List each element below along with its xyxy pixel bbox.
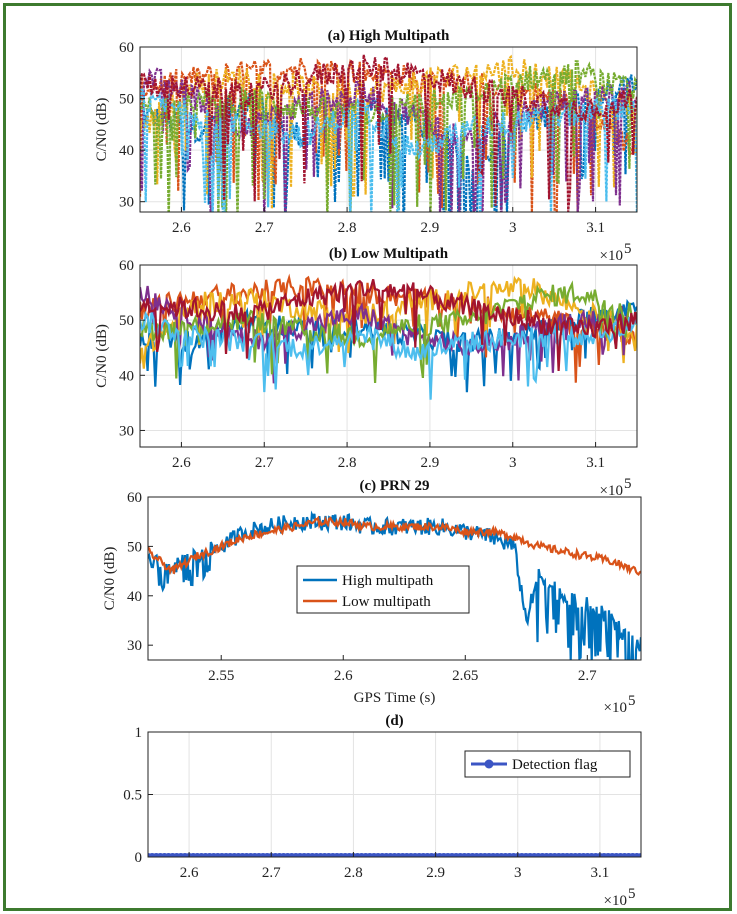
- x-multiplier: ×10: [604, 700, 627, 716]
- x-tick-label: 2.7: [255, 455, 274, 471]
- x-tick-label: 2.65: [452, 668, 478, 684]
- x-tick-label: 2.6: [172, 455, 191, 471]
- y-tick-label: 30: [127, 638, 142, 654]
- y-tick-label: 30: [119, 423, 134, 439]
- y-tick-label: 1: [135, 725, 143, 741]
- panel-title: (b) Low Multipath: [329, 246, 449, 262]
- y-axis-label: C/N0 (dB): [94, 98, 110, 162]
- legend-box: [296, 565, 470, 614]
- y-tick-label: 50: [127, 539, 142, 555]
- x-tick-label: 2.8: [338, 220, 357, 236]
- x-tick-label: 2.55: [208, 668, 234, 684]
- legend-label: Detection flag: [512, 757, 598, 773]
- x-multiplier-exponent: 5: [628, 693, 636, 709]
- x-tick-label: 2.9: [421, 455, 440, 471]
- axes-box: [147, 496, 642, 661]
- plot-area: [148, 510, 641, 660]
- data-series-6: [140, 54, 637, 212]
- legend-label: Low multipath: [342, 594, 431, 610]
- y-tick-label: 60: [119, 40, 134, 56]
- x-multiplier: ×10: [600, 248, 623, 264]
- x-tick-label: 2.6: [180, 865, 199, 881]
- axes-box: [139, 46, 638, 213]
- x-tick-label: 2.7: [262, 865, 281, 881]
- x-tick-label: 2.7: [578, 668, 597, 684]
- plot-area: [140, 273, 637, 400]
- axes-box: [139, 264, 638, 448]
- y-axis-label: C/N0 (dB): [102, 547, 118, 611]
- x-tick-label: 2.8: [338, 455, 357, 471]
- panel-title: (a) High Multipath: [328, 28, 450, 44]
- plot-area: [148, 853, 641, 857]
- y-tick-label: 40: [119, 368, 134, 384]
- y-tick-label: 0.5: [123, 788, 142, 804]
- x-multiplier: ×10: [600, 483, 623, 499]
- panel-a: 2.6 2.7 2.8 2.9 3 3.1 30 40 50 60 (a) High Multipa…: [94, 28, 638, 264]
- x-axis-label: GPS Time (s): [354, 690, 436, 706]
- x-tick-label: 2.6: [334, 668, 353, 684]
- x-tick-label: 3: [509, 455, 517, 471]
- y-tick-label: 40: [127, 589, 142, 605]
- x-tick-label: 3.1: [586, 455, 605, 471]
- x-tick-label: 3.1: [591, 865, 610, 881]
- plot-area: [140, 54, 637, 212]
- panel-title: (c) PRN 29: [360, 478, 430, 494]
- panel-title: (d): [385, 713, 403, 729]
- x-tick-label: 3: [509, 220, 517, 236]
- x-tick-label: 3.1: [586, 220, 605, 236]
- panel-c: 2.55 2.6 2.65 2.7 30 40 50 60 (c) PRN 29 C/N0 (dB…: [102, 478, 642, 716]
- panel-b: 2.6 2.7 2.8 2.9 3 3.1 30 40 50 60 (b) Low Multipat…: [94, 246, 638, 499]
- y-tick-label: 30: [119, 195, 134, 211]
- y-axis-label: C/N0 (dB): [94, 324, 110, 388]
- detection-flag-marker: [637, 853, 641, 857]
- y-tick-label: 50: [119, 92, 134, 108]
- x-tick-label: 2.8: [344, 865, 363, 881]
- series-line-low-multipath: [148, 515, 641, 576]
- legend-label: High multipath: [342, 573, 434, 589]
- x-tick-label: 2.9: [426, 865, 445, 881]
- x-tick-label: 2.9: [421, 220, 440, 236]
- x-multiplier-exponent: 5: [624, 241, 632, 257]
- x-multiplier-exponent: 5: [628, 886, 636, 902]
- data-series-3: [140, 285, 637, 384]
- y-tick-label: 60: [119, 258, 134, 274]
- x-tick-label: 3: [514, 865, 522, 881]
- legend-marker: [484, 759, 494, 769]
- x-multiplier: ×10: [604, 893, 627, 909]
- y-tick-label: 40: [119, 143, 134, 159]
- x-tick-label: 2.7: [255, 220, 274, 236]
- y-tick-label: 50: [119, 313, 134, 329]
- y-tick-label: 60: [127, 490, 142, 506]
- panel-d: 2.6 2.7 2.8 2.9 3 3.1 0 0.5 1 (d) ×10 5 Detection fl…: [123, 713, 642, 909]
- data-series-5: [140, 310, 637, 400]
- data-series-6: [140, 279, 637, 371]
- y-tick-label: 0: [135, 850, 143, 866]
- x-multiplier-exponent: 5: [624, 476, 632, 492]
- x-tick-label: 2.6: [172, 220, 191, 236]
